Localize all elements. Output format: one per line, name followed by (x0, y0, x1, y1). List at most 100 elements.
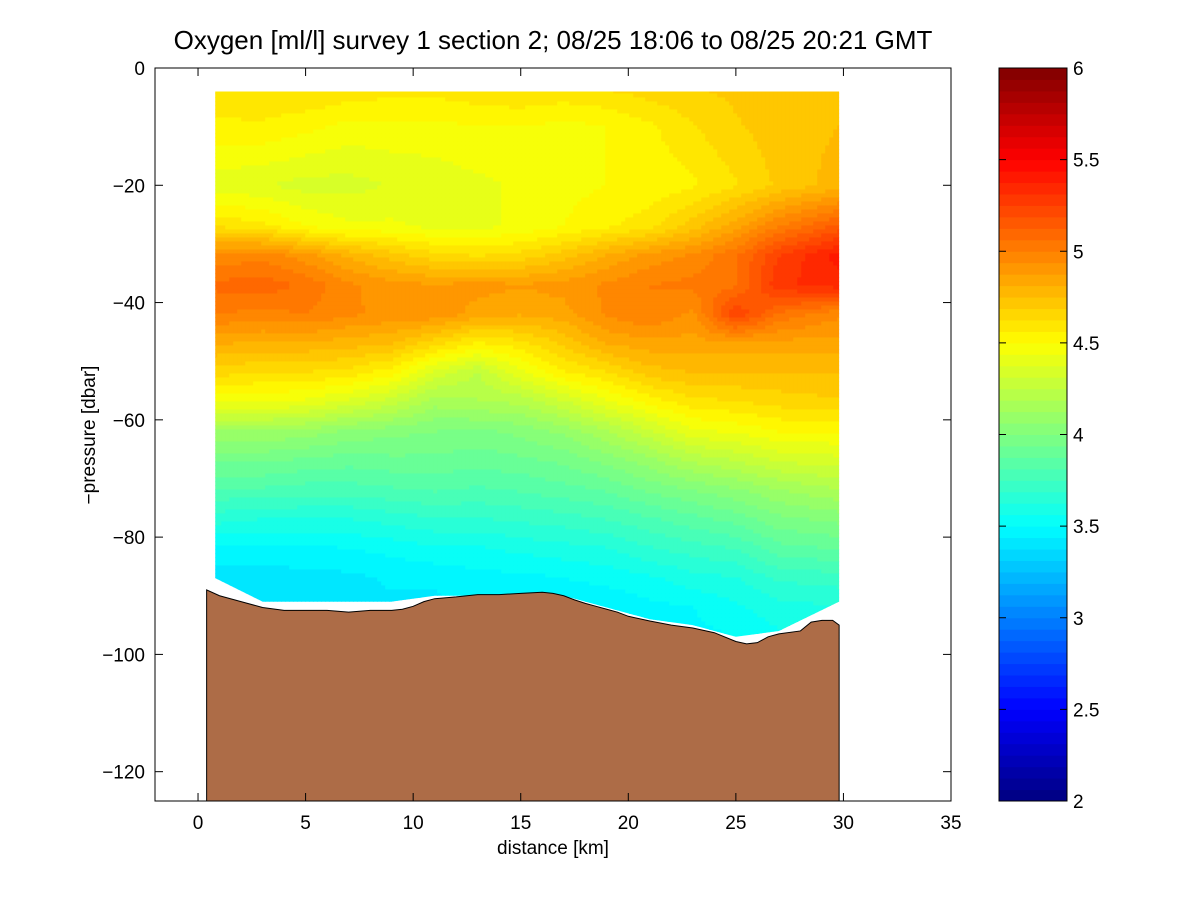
oxygen-cell (645, 153, 650, 158)
oxygen-cell (785, 209, 790, 214)
oxygen-cell (525, 185, 530, 190)
oxygen-cell (473, 101, 478, 106)
oxygen-cell (297, 157, 302, 162)
oxygen-cell (593, 185, 598, 190)
oxygen-cell (617, 181, 622, 186)
oxygen-cell (433, 149, 438, 154)
oxygen-cell (741, 161, 746, 166)
oxygen-cell (661, 141, 666, 146)
oxygen-cell (397, 109, 402, 114)
oxygen-cell (821, 209, 826, 214)
oxygen-cell (413, 157, 418, 162)
oxygen-cell (689, 153, 694, 158)
oxygen-cell (457, 193, 462, 198)
oxygen-cell (641, 189, 646, 194)
oxygen-cell (453, 209, 458, 214)
oxygen-cell (441, 105, 446, 110)
oxygen-cell (825, 173, 830, 178)
oxygen-cell (533, 205, 538, 210)
oxygen-cell (221, 161, 226, 166)
oxygen-cell (669, 165, 674, 170)
oxygen-cell (797, 113, 802, 118)
oxygen-cell (773, 181, 778, 186)
oxygen-cell (601, 205, 606, 210)
oxygen-cell (233, 157, 238, 162)
oxygen-cell (637, 137, 642, 142)
oxygen-cell (781, 105, 786, 110)
oxygen-cell (741, 93, 746, 98)
oxygen-cell (653, 93, 658, 98)
oxygen-cell (265, 129, 270, 134)
oxygen-cell (641, 173, 646, 178)
oxygen-cell (229, 205, 234, 210)
oxygen-cell (529, 97, 534, 102)
oxygen-cell (689, 117, 694, 122)
oxygen-cell (249, 169, 254, 174)
oxygen-cell (405, 149, 410, 154)
oxygen-cell (505, 137, 510, 142)
oxygen-cell (445, 97, 450, 102)
oxygen-cell (813, 181, 818, 186)
oxygen-cell (265, 181, 270, 186)
oxygen-cell (825, 205, 830, 210)
oxygen-cell (597, 109, 602, 114)
oxygen-cell (277, 101, 282, 106)
oxygen-cell (549, 97, 554, 102)
oxygen-cell (773, 109, 778, 114)
oxygen-cell (621, 101, 626, 106)
oxygen-cell (509, 157, 514, 162)
oxygen-cell (349, 201, 354, 206)
oxygen-cell (449, 213, 454, 218)
oxygen-cell (673, 181, 678, 186)
oxygen-cell (729, 137, 734, 142)
oxygen-cell (781, 197, 786, 202)
oxygen-cell (341, 105, 346, 110)
oxygen-cell (377, 93, 382, 98)
oxygen-cell (637, 165, 642, 170)
oxygen-cell (597, 129, 602, 134)
oxygen-cell (717, 105, 722, 110)
oxygen-cell (417, 133, 422, 138)
oxygen-cell (381, 161, 386, 166)
oxygen-cell (793, 205, 798, 210)
oxygen-cell (613, 173, 618, 178)
oxygen-cell (545, 105, 550, 110)
oxygen-cell (265, 149, 270, 154)
oxygen-cell (797, 201, 802, 206)
oxygen-cell (777, 117, 782, 122)
oxygen-cell (813, 165, 818, 170)
oxygen-cell (373, 101, 378, 106)
oxygen-cell (717, 149, 722, 154)
oxygen-cell (293, 97, 298, 102)
oxygen-cell (333, 173, 338, 178)
oxygen-cell (249, 125, 254, 130)
oxygen-cell (689, 93, 694, 98)
oxygen-cell (833, 113, 838, 118)
oxygen-cell (681, 137, 686, 142)
oxygen-cell (465, 149, 470, 154)
oxygen-cell (757, 117, 762, 122)
oxygen-cell (629, 205, 634, 210)
oxygen-cell (233, 93, 238, 98)
oxygen-cell (277, 125, 282, 130)
oxygen-cell (713, 105, 718, 110)
oxygen-cell (233, 193, 238, 198)
oxygen-cell (225, 149, 230, 154)
oxygen-cell (473, 157, 478, 162)
oxygen-cell (621, 161, 626, 166)
oxygen-cell (785, 109, 790, 114)
oxygen-cell (793, 181, 798, 186)
oxygen-cell (229, 125, 234, 130)
oxygen-cell (405, 157, 410, 162)
oxygen-cell (825, 93, 830, 98)
oxygen-cell (633, 189, 638, 194)
oxygen-cell (505, 109, 510, 114)
oxygen-cell (437, 117, 442, 122)
oxygen-cell (477, 197, 482, 202)
oxygen-cell (577, 169, 582, 174)
oxygen-cell (393, 165, 398, 170)
oxygen-cell (829, 97, 834, 102)
oxygen-cell (733, 141, 738, 146)
oxygen-cell (773, 197, 778, 202)
oxygen-cell (569, 165, 574, 170)
